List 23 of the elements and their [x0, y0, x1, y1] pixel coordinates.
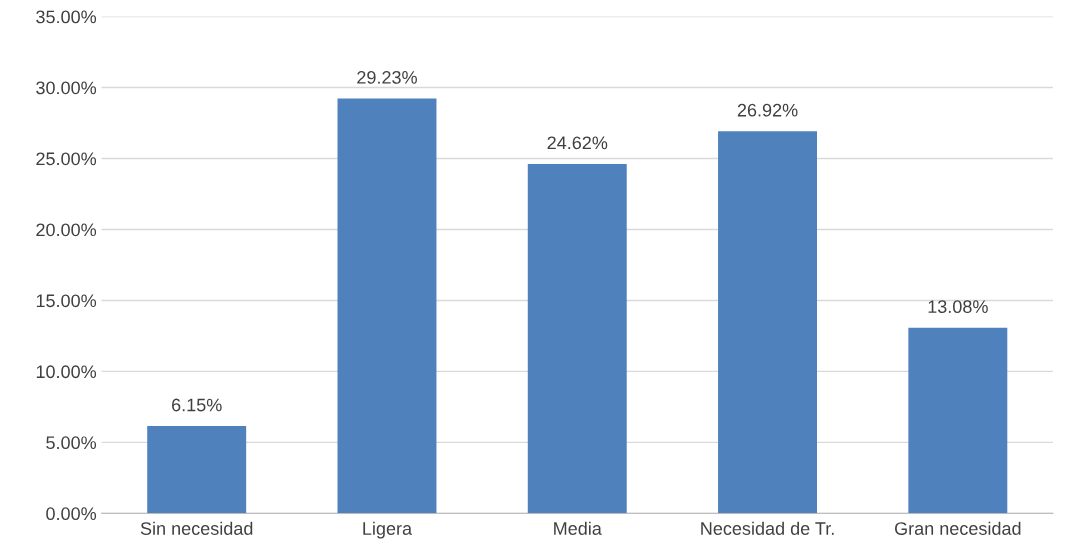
- x-tick-label: Gran necesidad: [895, 521, 1021, 535]
- bar: [147, 426, 247, 514]
- y-tick-label: 10.00%: [36, 365, 97, 379]
- data-label: 24.62%: [547, 136, 608, 150]
- y-tick-label: 5.00%: [46, 436, 97, 450]
- x-tick-label: Sin necesidad: [140, 521, 253, 535]
- y-tick-label: 20.00%: [36, 223, 97, 237]
- data-label: 6.15%: [172, 398, 222, 412]
- data-label: 13.08%: [928, 300, 988, 314]
- y-tick-label: 30.00%: [36, 81, 97, 95]
- bar: [908, 327, 1008, 514]
- y-tick-label: 35.00%: [36, 10, 97, 24]
- x-tick-label: Necesidad de Tr.: [701, 521, 834, 535]
- x-tick-label: Media: [554, 521, 602, 535]
- data-label: 29.23%: [357, 71, 417, 84]
- bar: [718, 131, 818, 514]
- y-tick-label: 15.00%: [36, 294, 97, 308]
- x-tick-label: Ligera: [363, 521, 413, 539]
- data-label: 26.92%: [737, 103, 798, 117]
- bar: [527, 163, 627, 514]
- bar: [337, 98, 437, 514]
- y-tick-label: 0.00%: [46, 507, 97, 521]
- y-tick-label: 25.00%: [36, 152, 97, 166]
